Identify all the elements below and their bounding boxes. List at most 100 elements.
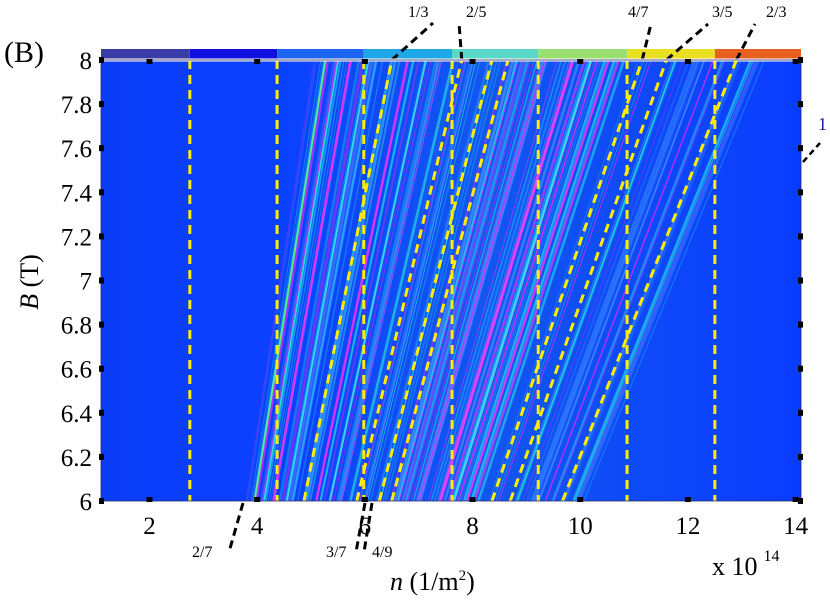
heatmap-stripe [398,60,519,501]
heatmap-stripe [280,60,364,501]
x-tick-top [146,59,153,64]
y-tick-label: 6.6 [61,357,92,384]
heatmap-stripe [252,60,325,501]
heatmap-stripe [375,60,490,501]
colorbar-segment-2 [189,49,278,59]
fraction-label-3-5: 3/5 [712,4,732,21]
heatmap-stripe [341,60,443,501]
y-tick-label: 7 [80,269,93,296]
heatmap-band [328,60,427,501]
heatmap-band [272,60,352,501]
heatmap-stripe [460,60,603,501]
fraction-ext-2-5 [457,22,464,61]
heatmap-stripe [578,60,760,501]
heatmap-stripe [582,60,765,501]
y-tick-label: 7.6 [61,136,92,163]
heatmap-stripe [385,60,502,501]
x-tick-label: 8 [466,513,479,540]
x-tick-bottom [146,497,153,502]
heatmap-stripe [418,60,547,501]
y-axis-var: B [15,294,44,310]
heatmap-stripe [471,60,616,501]
heatmap-stripe [337,60,438,501]
x-tick-label: 2 [143,513,156,540]
heatmap-stripe [350,60,456,501]
heatmap-band [253,60,327,501]
heatmap-stripe [402,60,526,501]
heatmap-stripe [362,60,472,501]
colorbar-segment-3 [277,49,364,59]
filling-line-4-9 [390,60,510,501]
heatmap-stripe [270,60,348,501]
heatmap-stripe [530,60,697,501]
heatmap-stripe [473,60,621,501]
heatmap-stripe [574,60,755,501]
heatmap-stripe [544,60,714,501]
heatmap-stripe [456,60,596,501]
heatmap-stripe [291,60,378,501]
heatmap-stripe [296,60,384,501]
heatmap-stripe [465,60,608,501]
filling-line-2-5 [355,60,464,501]
heatmap-stripe [319,60,415,501]
heatmap-stripe [259,60,336,501]
x-axis-unit-close: ) [466,567,475,596]
heatmap-stripe [393,60,513,501]
fraction-label-4-9: 4/9 [372,544,392,561]
fraction-label-2-7: 2/7 [192,544,212,561]
x-tick-bottom [361,497,368,502]
heatmap-stripe [551,60,724,501]
heatmap-stripe [433,60,567,501]
y-tick-right [798,365,803,372]
fraction-ext-4-7 [640,23,653,61]
x-tick-top [361,59,368,64]
heatmap-stripe [573,60,752,501]
heatmap-stripe [327,60,426,501]
filling-line-2-3 [561,60,738,501]
x-tick-label: 14 [783,513,809,540]
y-tick-label: 6 [80,489,93,516]
fraction-ext-2-7 [227,502,245,553]
heatmap-stripe [477,60,626,501]
y-tick-right [798,321,803,328]
y-tick-left [99,189,104,196]
heatmap-stripe [579,60,760,501]
y-tick-left [99,453,104,460]
heatmap-stripe [282,60,365,501]
y-tick-label: 7.2 [61,224,92,251]
heatmap-stripe [302,60,393,501]
colorbar [101,49,801,59]
y-tick-right [798,409,803,416]
heatmap-stripe [288,60,374,501]
y-axis-label: B (T) [15,254,44,310]
x-axis-var: n [390,567,403,596]
filling-line-3-5 [508,60,668,501]
fraction-label-2-5: 2/5 [466,4,486,21]
heatmap-stripe [369,60,481,501]
y-tick-labels: 6 6.2 6.4 6.6 6.8 7 7.2 7.4 7.6 7.8 8 [61,48,93,516]
x-tick-label: 10 [568,513,593,540]
heatmap-stripe [401,60,523,501]
y-tick-label: 6.8 [61,313,92,340]
heatmap-stripe [427,60,558,501]
heatmap-stripe [518,60,679,501]
y-tick-label: 7.8 [61,92,92,119]
y-tick-right [798,453,803,460]
heatmap-stripe [576,60,756,501]
heatmap-stripe [551,60,723,501]
colorbar-segment-4 [363,49,453,59]
heatmap-band [438,60,575,501]
y-tick-right [798,277,803,284]
heatmap-stripe [564,60,742,501]
heatmap-stripe [414,60,541,501]
y-axis-unit: (T) [15,254,44,287]
heatmap-stripe [410,60,535,501]
heatmap-stripe [255,60,330,501]
x-tick-top [254,59,261,64]
heatmap-stripe [381,60,498,501]
heatmap-stripe [338,60,441,501]
y-tick-left [99,277,104,284]
fraction-ext-3-7 [354,502,367,553]
fraction-label-3-7: 3/7 [326,544,346,561]
